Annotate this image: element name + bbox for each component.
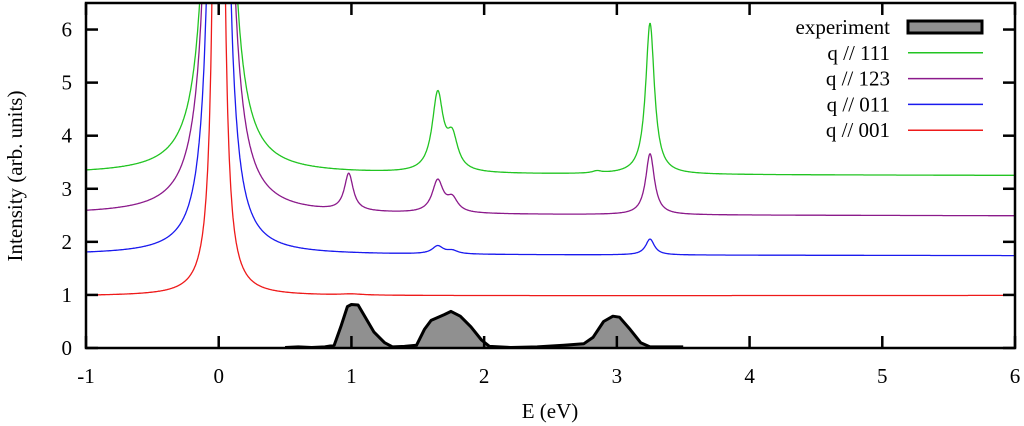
legend-label: q // 001 [826, 118, 890, 142]
x-tick-label: -1 [77, 364, 95, 388]
x-tick-label: 1 [346, 364, 357, 388]
plot-area [86, 3, 1015, 348]
y-tick-label: 6 [62, 18, 73, 42]
x-tick-label: 2 [479, 364, 490, 388]
y-tick-label: 1 [62, 283, 73, 307]
y-tick-label: 4 [62, 124, 73, 148]
x-tick-label: 6 [1010, 364, 1021, 388]
legend-label: q // 111 [827, 41, 890, 65]
legend-label: q // 123 [826, 67, 890, 91]
y-tick-label: 2 [62, 230, 73, 254]
x-tick-label: 3 [612, 364, 623, 388]
y-tick-label: 3 [62, 177, 73, 201]
legend-label: experiment [796, 15, 891, 39]
x-tick-label: 4 [744, 364, 755, 388]
y-tick-label: 5 [62, 71, 73, 95]
legend-label: q // 011 [827, 92, 890, 116]
y-axis-label: Intensity (arb. units) [3, 91, 27, 262]
x-tick-label: 0 [213, 364, 224, 388]
experiment-area [285, 304, 684, 348]
series-line-011 [86, 3, 1015, 257]
y-tick-label: 0 [62, 336, 73, 360]
legend-swatch-experiment [906, 19, 984, 35]
series-line-111 [86, 3, 1015, 176]
x-axis-label: E (eV) [522, 399, 579, 423]
plot-frame [84, 1, 1017, 350]
x-tick-label: 5 [877, 364, 888, 388]
series-line-001 [86, 3, 1015, 297]
experiment-line [285, 303, 684, 348]
series-line-123 [86, 3, 1015, 217]
